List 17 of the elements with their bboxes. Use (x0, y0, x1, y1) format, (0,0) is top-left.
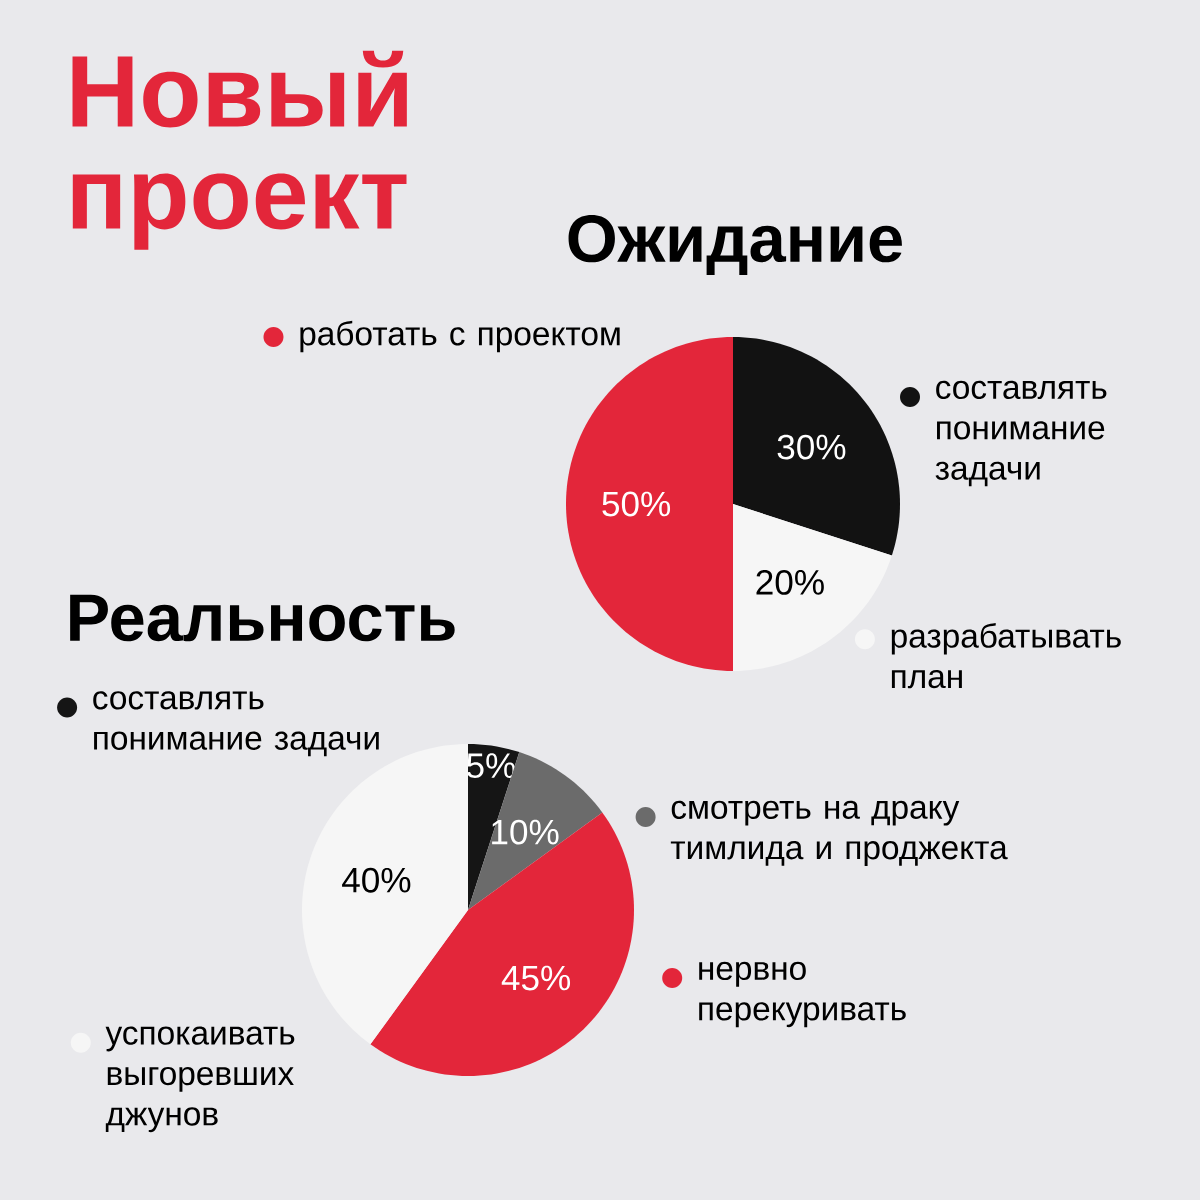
legend-label: составлять понимание задачи (93, 691, 379, 757)
data-label: 50% (602, 491, 671, 517)
legend-label: составлять понимание задачи (935, 380, 1107, 487)
legend-label: разрабатывать план (891, 623, 1121, 689)
chart-subtitle: Ожидание (568, 215, 902, 275)
data-label: 40% (342, 867, 411, 893)
legend-label: работать с проектом (300, 320, 620, 353)
data-label: 30% (777, 434, 846, 460)
data-label: 20% (756, 569, 824, 595)
data-label: 5% (466, 753, 516, 779)
chart-title: Новый проект (72, 50, 407, 250)
data-label: 45% (501, 965, 571, 991)
chart-title: Реальность (70, 594, 455, 642)
legend-label: смотреть на драку тимлида и проджекта (670, 800, 1008, 867)
legend-label: успокаивать выгоревших джунов (105, 1026, 295, 1133)
legend-label: нервно перекуривать (699, 961, 906, 1028)
data-label: 10% (492, 819, 559, 845)
